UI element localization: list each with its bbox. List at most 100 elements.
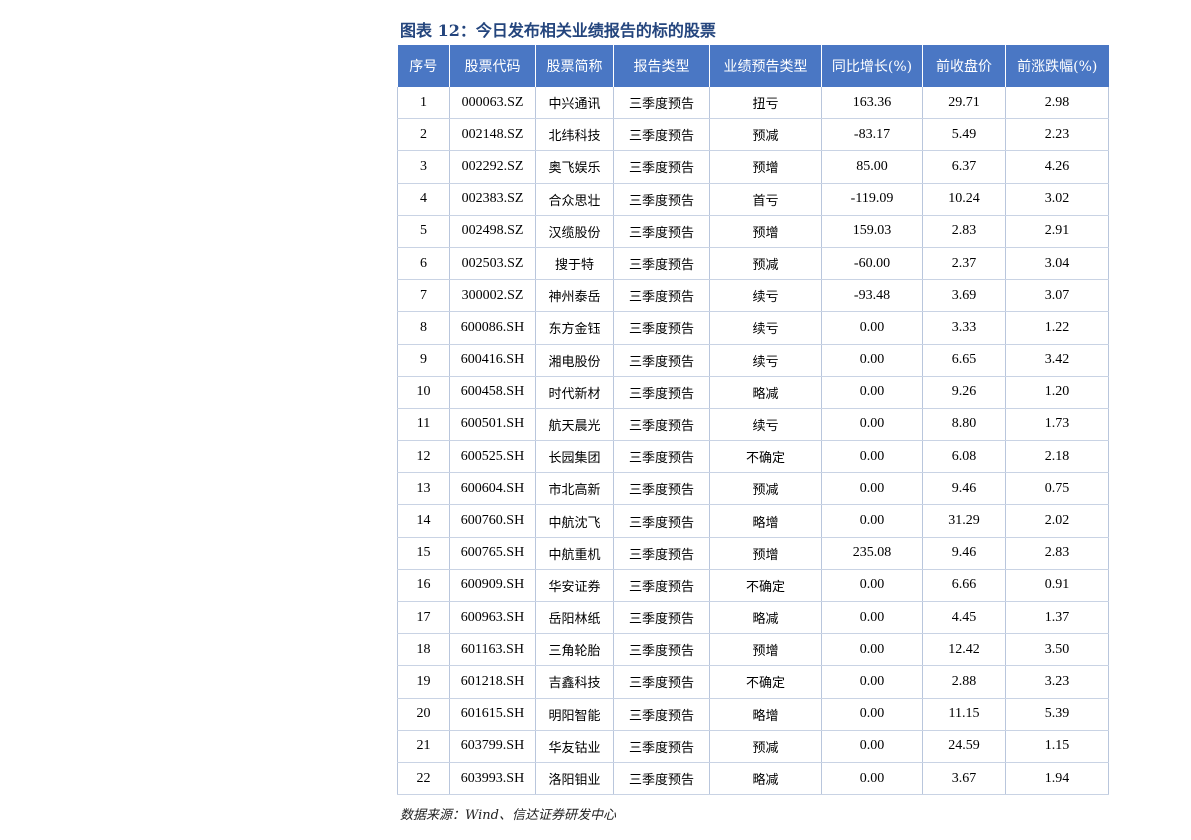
table-cell: 002498.SZ [449,215,536,248]
table-cell: 首亏 [709,183,822,216]
table-body: 1 000063.SZ 中兴通讯 三季度预告 扭亏 163.36 29.71 2.98 2 002… [397,87,1109,796]
table-cell: -83.17 [821,118,923,152]
table-cell: 29.71 [922,87,1006,120]
table-cell: 8 [397,311,450,345]
table-cell: 3 [397,150,450,184]
table-cell: 3.42 [1005,344,1109,377]
table-cell: 9.26 [922,376,1006,409]
table-cell: 601163.SH [449,633,536,667]
table-cell: 3.33 [922,311,1006,345]
table-row: 14 600760.SH 中航沈飞 三季度预告 略增 0.00 31.29 2.02 [397,504,1109,538]
table-cell: 1.15 [1005,730,1109,763]
table-cell: 24.59 [922,730,1006,763]
table-cell: 续亏 [709,311,822,345]
table-row: 5 002498.SZ 汉缆股份 三季度预告 预增 159.03 2.83 2.91 [397,215,1109,248]
table-cell: 603799.SH [449,730,536,763]
table-cell: 2.83 [1005,537,1109,570]
table-cell: 0.00 [821,504,923,538]
table-cell: 6.08 [922,440,1006,474]
table-cell: 略减 [709,376,822,409]
table-cell: 8.80 [922,408,1006,442]
table-cell: 三季度预告 [613,118,710,152]
table-cell: 航天晨光 [535,408,614,442]
table-cell: 搜于特 [535,247,614,281]
table-row: 7 300002.SZ 神州泰岳 三季度预告 续亏 -93.48 3.69 3.07 [397,279,1109,313]
table-cell: 002383.SZ [449,183,536,216]
table-cell: 续亏 [709,279,822,313]
table-cell: 三季度预告 [613,150,710,184]
table-cell: 22 [397,762,450,796]
header-cell: 报告类型 [613,45,710,87]
table-cell: 1.22 [1005,311,1109,345]
table-cell: 31.29 [922,504,1006,538]
table-cell: 续亏 [709,344,822,377]
table-cell: 5.39 [1005,698,1109,731]
table-cell: 0.00 [821,472,923,506]
table-cell: 洛阳钼业 [535,762,614,796]
table-cell: 0.75 [1005,472,1109,506]
table-cell: 600086.SH [449,311,536,345]
table-cell: 0.00 [821,408,923,442]
table-cell: 预减 [709,730,822,763]
table-cell: 中兴通讯 [535,87,614,120]
table-cell: 600458.SH [449,376,536,409]
table-cell: -119.09 [821,183,923,216]
table-cell: 11.15 [922,698,1006,731]
table-cell: 10.24 [922,183,1006,216]
table-cell: 汉缆股份 [535,215,614,248]
table-cell: 601218.SH [449,665,536,699]
table-cell: 预增 [709,150,822,184]
source-note: 数据来源：Wind、信达证券研发中心 [400,808,616,823]
table-cell: 中航沈飞 [535,504,614,538]
table-cell: 预减 [709,118,822,152]
table-row: 19 601218.SH 吉鑫科技 三季度预告 不确定 0.00 2.88 3.23 [397,665,1109,699]
table-cell: 2.83 [922,215,1006,248]
table-cell: 3.02 [1005,183,1109,216]
table-cell: 三季度预告 [613,440,710,474]
table-cell: 6.37 [922,150,1006,184]
table-cell: 002503.SZ [449,247,536,281]
table-cell: 略增 [709,504,822,538]
table-cell: 2.23 [1005,118,1109,152]
table-cell: 三季度预告 [613,279,710,313]
table-row: 22 603993.SH 洛阳钼业 三季度预告 略减 0.00 3.67 1.94 [397,762,1109,796]
table-cell: 6.65 [922,344,1006,377]
table-cell: 4 [397,183,450,216]
table-cell: 2.37 [922,247,1006,281]
table-cell: 0.00 [821,569,923,603]
table-cell: 15 [397,537,450,570]
table-cell: -93.48 [821,279,923,313]
table-cell: 600501.SH [449,408,536,442]
table-cell: 11 [397,408,450,442]
header-cell: 业绩预告类型 [709,45,822,87]
table-cell: 3.07 [1005,279,1109,313]
table-cell: 华安证券 [535,569,614,603]
table-cell: 三季度预告 [613,408,710,442]
stock-table: 序号 股票代码 股票简称 报告类型 业绩预告类型 同比增长(%) 前收盘价 前涨… [397,45,1109,796]
table-cell: 0.00 [821,633,923,667]
table-cell: 5.49 [922,118,1006,152]
table-cell: 合众思壮 [535,183,614,216]
table-row: 15 600765.SH 中航重机 三季度预告 预增 235.08 9.46 2.83 [397,537,1109,570]
table-cell: 奥飞娱乐 [535,150,614,184]
table-cell: 0.00 [821,762,923,796]
table-cell: 9 [397,344,450,377]
table-cell: 1.73 [1005,408,1109,442]
table-cell: 0.00 [821,440,923,474]
table-cell: 600416.SH [449,344,536,377]
table-cell: 预增 [709,537,822,570]
table-row: 8 600086.SH 东方金钰 三季度预告 续亏 0.00 3.33 1.22 [397,311,1109,345]
table-row: 4 002383.SZ 合众思壮 三季度预告 首亏 -119.09 10.24 3.02 [397,183,1109,216]
table-cell: 略减 [709,601,822,635]
table-cell: 0.91 [1005,569,1109,603]
table-header-row: 序号 股票代码 股票简称 报告类型 业绩预告类型 同比增长(%) 前收盘价 前涨… [397,45,1109,87]
table-cell: 三季度预告 [613,344,710,377]
header-cell: 股票简称 [535,45,614,87]
header-cell: 股票代码 [449,45,536,87]
table-cell: 3.23 [1005,665,1109,699]
table-cell: 300002.SZ [449,279,536,313]
table-cell: -60.00 [821,247,923,281]
table-cell: 三季度预告 [613,215,710,248]
table-cell: 14 [397,504,450,538]
table-cell: 600525.SH [449,440,536,474]
